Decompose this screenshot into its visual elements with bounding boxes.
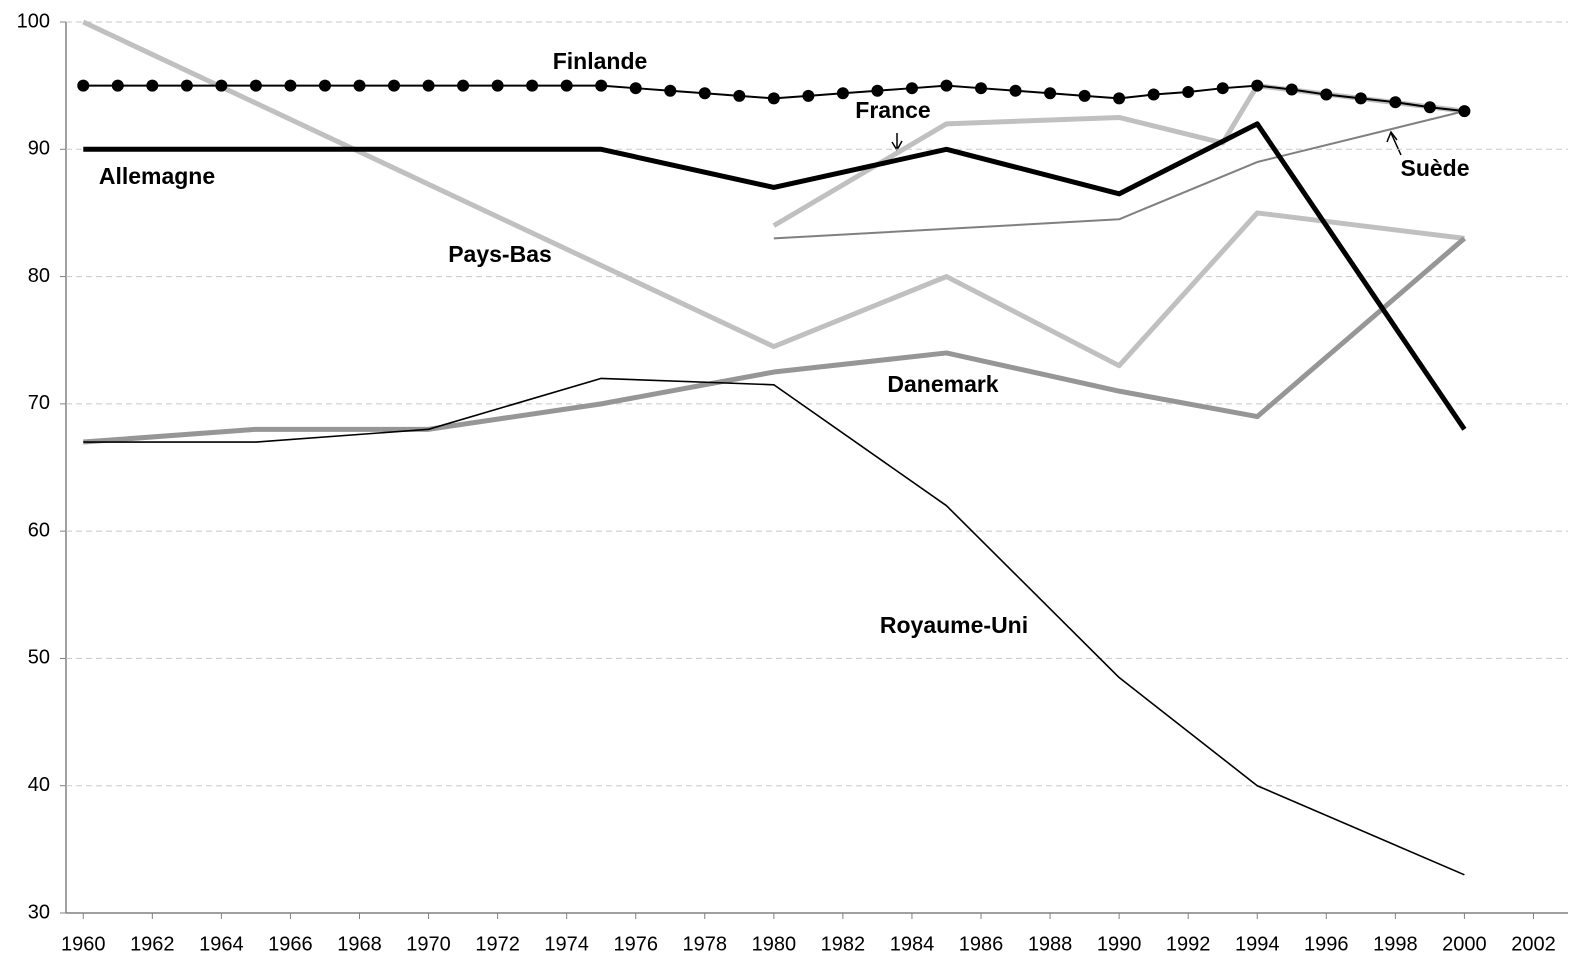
x-tick-label: 1992	[1166, 933, 1211, 955]
point	[1113, 92, 1126, 105]
series-line	[83, 236, 1467, 445]
point	[284, 79, 297, 92]
series-line	[773, 110, 1465, 240]
point	[698, 87, 711, 100]
x-tick-label: 1982	[821, 933, 866, 955]
x-tick-label: 1990	[1097, 933, 1142, 955]
point	[1078, 89, 1091, 102]
point	[1458, 105, 1471, 118]
series-label: Suède	[1400, 155, 1469, 181]
x-tick-label: 1966	[268, 933, 313, 955]
point	[802, 89, 815, 102]
x-tick-label: 1962	[130, 933, 175, 955]
series-label: Finlande	[553, 48, 648, 74]
x-tick-label: 1978	[683, 933, 728, 955]
x-tick-label: 2002	[1511, 933, 1556, 955]
series-line	[83, 377, 1465, 876]
point	[1147, 88, 1160, 101]
point	[318, 79, 331, 92]
x-tick-label: 1988	[1028, 933, 1073, 955]
point	[526, 79, 539, 92]
x-tick-label: 2000	[1442, 933, 1487, 955]
point	[905, 82, 918, 95]
point	[871, 84, 884, 97]
france-arrow	[891, 133, 903, 152]
x-tick-label: 1960	[61, 933, 106, 955]
point	[1216, 82, 1229, 95]
point	[215, 79, 228, 92]
point	[1251, 79, 1264, 92]
point	[629, 82, 642, 95]
point	[388, 79, 401, 92]
point	[353, 79, 366, 92]
point	[422, 79, 435, 92]
point	[733, 89, 746, 102]
point	[1423, 101, 1436, 114]
point	[940, 79, 953, 92]
x-tick-label: 1980	[752, 933, 797, 955]
y-tick-label: 60	[28, 519, 50, 541]
series-label: Allemagne	[99, 163, 215, 189]
point	[1389, 96, 1402, 109]
series-label: France	[855, 97, 930, 123]
y-tick-label: 30	[28, 901, 50, 923]
x-tick-label: 1968	[337, 933, 382, 955]
point	[975, 82, 988, 95]
series-label: Pays-Bas	[448, 241, 552, 267]
point	[146, 79, 159, 92]
point	[249, 79, 262, 92]
point	[1044, 87, 1057, 100]
x-tick-label: 1976	[613, 933, 658, 955]
y-tick-label: 40	[28, 774, 50, 796]
point	[457, 79, 470, 92]
point	[111, 79, 124, 92]
point	[560, 79, 573, 92]
x-tick-label: 1970	[406, 933, 451, 955]
suede-arrow	[1386, 130, 1402, 156]
point	[836, 87, 849, 100]
point	[595, 79, 608, 92]
point	[1354, 92, 1367, 105]
point	[491, 79, 504, 92]
point	[77, 79, 90, 92]
y-tick-label: 80	[28, 265, 50, 287]
x-tick-label: 1996	[1304, 933, 1349, 955]
x-tick-label: 1984	[890, 933, 935, 955]
y-tick-label: 70	[28, 392, 50, 414]
x-tick-label: 1994	[1235, 933, 1280, 955]
x-tick-label: 1998	[1373, 933, 1418, 955]
y-tick-label: 90	[28, 138, 50, 160]
series-line	[82, 19, 1465, 369]
series-label: Royaume-Uni	[880, 612, 1028, 638]
y-tick-label: 50	[28, 647, 50, 669]
x-tick-label: 1986	[959, 933, 1004, 955]
point	[180, 79, 193, 92]
x-tick-label: 1972	[475, 933, 520, 955]
series-label: Danemark	[887, 371, 998, 397]
point	[767, 92, 780, 105]
point	[1320, 88, 1333, 101]
point	[1182, 86, 1195, 99]
point	[1285, 83, 1298, 96]
x-tick-label: 1964	[199, 933, 244, 955]
x-tick-label: 1974	[544, 933, 589, 955]
point	[1009, 84, 1022, 97]
point	[664, 84, 677, 97]
y-tick-label: 100	[17, 10, 50, 32]
series-line	[83, 121, 1467, 431]
